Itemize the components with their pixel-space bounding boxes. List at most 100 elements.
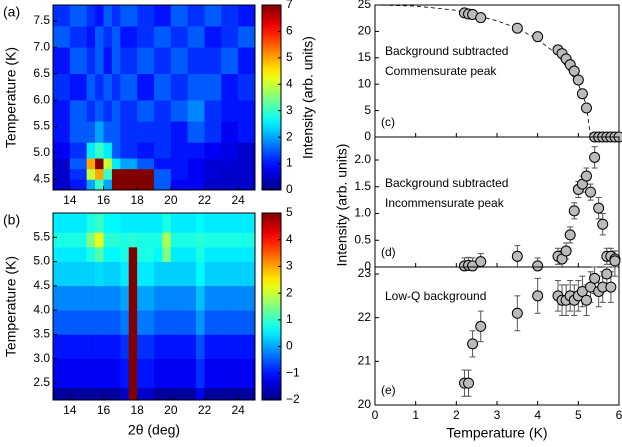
heatmap-cell bbox=[204, 158, 222, 170]
data-point bbox=[475, 12, 487, 24]
heatmap-cell bbox=[238, 142, 255, 159]
heatmap-cell bbox=[238, 261, 255, 287]
heatmap-cell bbox=[128, 387, 138, 400]
y-tick-label: 4.5 bbox=[33, 172, 50, 186]
heatmap-cell bbox=[187, 179, 205, 190]
colorbar-tick-label: 3 bbox=[286, 103, 293, 117]
heatmap-cell bbox=[238, 121, 255, 143]
heatmap-cell bbox=[196, 310, 205, 335]
heatmap-cell bbox=[95, 358, 104, 389]
heatmap-cell bbox=[221, 247, 239, 262]
data-point bbox=[511, 307, 523, 319]
heatmap-cell bbox=[111, 5, 121, 27]
data-point bbox=[532, 290, 544, 302]
y-tick-label: 22 bbox=[358, 310, 372, 324]
heatmap-cell bbox=[238, 310, 255, 335]
heatmap-cell bbox=[103, 100, 113, 122]
x-tick-label: 2 bbox=[453, 408, 460, 422]
heatmap-cell bbox=[53, 26, 71, 48]
heatmap-cell bbox=[221, 142, 239, 159]
colorbar-tick-label: −2 bbox=[286, 392, 300, 406]
x-tick-label: 6 bbox=[616, 408, 622, 422]
x-tick-label: 16 bbox=[97, 403, 111, 417]
heatmap-cell bbox=[86, 358, 96, 389]
heatmap-cell bbox=[204, 358, 222, 389]
heatmap-cell bbox=[238, 26, 255, 48]
heatmap-cell bbox=[204, 5, 222, 27]
heatmap-cell bbox=[53, 213, 71, 233]
heatmap-cell bbox=[111, 47, 121, 75]
heatmap-cell bbox=[95, 387, 104, 400]
data-point bbox=[585, 186, 597, 198]
heatmap-cell bbox=[86, 310, 96, 335]
colorbar-tick-label: 7 bbox=[286, 0, 293, 11]
heatmap-cell bbox=[221, 232, 239, 248]
heatmap-cell bbox=[111, 26, 121, 48]
heatmap-cell bbox=[162, 247, 172, 262]
heatmap-cell bbox=[86, 5, 96, 27]
heatmap-cell bbox=[154, 121, 172, 143]
heatmap-cell bbox=[162, 358, 172, 389]
heatmap-cells bbox=[53, 213, 255, 400]
heatmap-cell bbox=[170, 121, 188, 143]
heatmap-cell bbox=[95, 73, 104, 101]
y-tick-label: 23 bbox=[358, 266, 372, 280]
y-axis-label: Temperature (K) bbox=[3, 256, 19, 357]
y-tick-label: 6.0 bbox=[33, 92, 50, 106]
heatmap-cell bbox=[53, 168, 71, 180]
heatmap-cell bbox=[162, 285, 172, 311]
data-point bbox=[475, 256, 487, 268]
heatmap-cell bbox=[137, 168, 155, 180]
y-tick-label: 3.0 bbox=[33, 351, 50, 365]
x-tick-label: 14 bbox=[63, 193, 77, 207]
heatmap-cell bbox=[187, 47, 205, 75]
heatmap-cell bbox=[204, 310, 222, 335]
heatmap-cell bbox=[137, 26, 155, 48]
heatmap-cell bbox=[238, 158, 255, 170]
data-point bbox=[532, 260, 544, 272]
heatmap-cell bbox=[69, 261, 87, 287]
heatmap-cell bbox=[187, 310, 197, 335]
heatmap-cell bbox=[111, 121, 121, 143]
heatmap-cell bbox=[69, 232, 87, 248]
y-tick-label: 4.5 bbox=[33, 278, 50, 292]
y-tick-label: 25 bbox=[358, 0, 372, 11]
heatmap-cell bbox=[69, 213, 87, 233]
y-tick-label: 15 bbox=[358, 50, 372, 64]
x-tick-label: 3 bbox=[494, 408, 501, 422]
heatmap-cell bbox=[187, 387, 197, 400]
heatmap-cell bbox=[103, 26, 113, 48]
heatmap-cell bbox=[137, 158, 155, 170]
y-tick-label: 4.0 bbox=[33, 302, 50, 316]
data-point bbox=[580, 170, 592, 182]
heatmap-cell bbox=[103, 310, 121, 335]
x-tick-label: 4 bbox=[534, 408, 541, 422]
x-tick-label: 18 bbox=[130, 193, 144, 207]
heatmap-cell bbox=[187, 358, 197, 389]
y-tick-label: 21 bbox=[358, 354, 372, 368]
heatmap-cell bbox=[204, 285, 222, 311]
colorbar-tick-label: 3 bbox=[286, 259, 293, 273]
heatmap-cell bbox=[187, 100, 205, 122]
heatmap-cell bbox=[120, 179, 138, 190]
heatmap-cell bbox=[170, 310, 188, 335]
heatmap-cell bbox=[221, 213, 239, 233]
data-point bbox=[605, 281, 617, 293]
heatmap-cell bbox=[53, 47, 71, 75]
colorbar-tick-label: 5 bbox=[286, 205, 293, 219]
heatmap-cell bbox=[69, 100, 87, 122]
heatmap-cell bbox=[86, 100, 96, 122]
heatmap-cell bbox=[221, 121, 239, 143]
y-tick-label: 6.5 bbox=[33, 66, 50, 80]
colorbar-tick-label: 4 bbox=[286, 76, 293, 90]
heatmap-cell bbox=[221, 310, 239, 335]
data-point bbox=[560, 245, 572, 257]
data-point bbox=[511, 250, 523, 262]
annotation: Low-Q background bbox=[385, 289, 486, 303]
heatmap-cell bbox=[137, 142, 155, 159]
heatmap-cell bbox=[204, 142, 222, 159]
heatmap-cell bbox=[196, 232, 205, 248]
heatmap-cell bbox=[86, 387, 96, 400]
heatmap-cell bbox=[53, 121, 71, 143]
heatmap-cell bbox=[154, 100, 172, 122]
